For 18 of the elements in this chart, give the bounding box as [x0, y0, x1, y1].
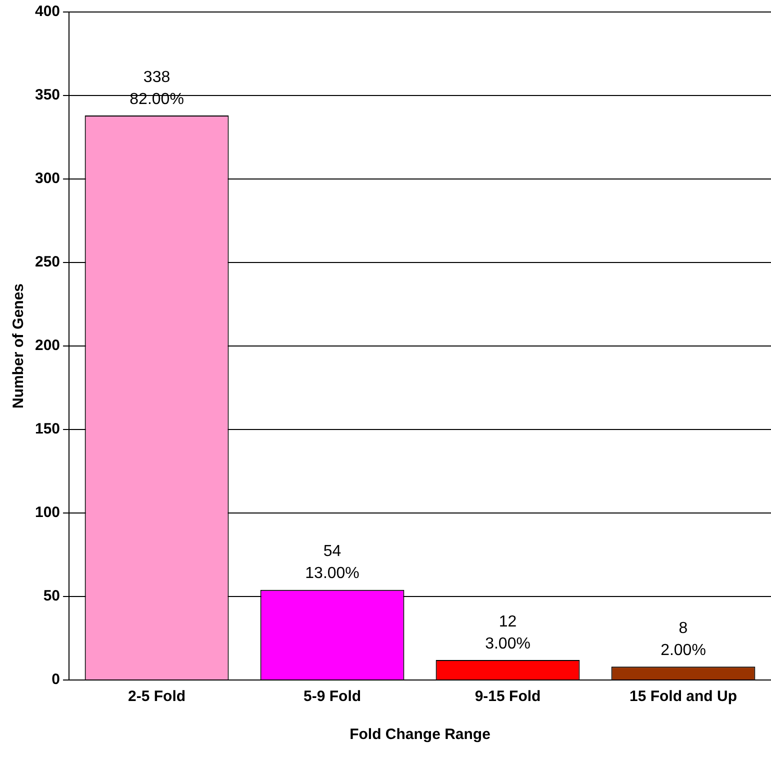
y-tick-label: 400	[34, 3, 60, 20]
y-axis-title: Number of Genes	[10, 283, 28, 409]
y-tick-label: 50	[43, 588, 60, 605]
x-tick-label: 2-5 Fold	[128, 688, 186, 706]
y-tick-label: 150	[34, 420, 60, 438]
x-tick-label: 5-9 Fold	[304, 688, 362, 706]
x-tick-label: 9-15 Fold	[474, 688, 541, 706]
y-tick-label: 200	[34, 337, 60, 354]
y-tick-label: 350	[34, 86, 60, 104]
x-tick-label: 15 Fold and Up	[629, 688, 738, 706]
y-tick-label: 250	[34, 254, 60, 271]
data-label: 8 2.00%	[660, 620, 706, 660]
x-axis-title: Fold Change Range	[350, 726, 490, 744]
y-tick-label: 100	[34, 504, 60, 522]
y-tick-label: 300	[34, 170, 60, 188]
data-label: 54 13.00%	[305, 543, 360, 582]
data-label: 12 3.00%	[485, 613, 530, 652]
y-tick-label: 0	[52, 671, 60, 688]
